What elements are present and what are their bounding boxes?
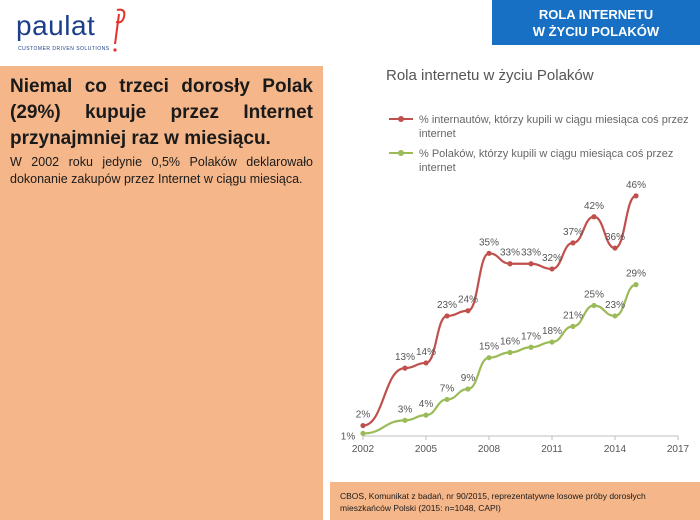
data-label: 16% xyxy=(500,336,520,347)
source-line2: mieszkańców Polski (2015: n=1048, CAPI) xyxy=(340,503,501,513)
data-point xyxy=(549,266,555,272)
data-point xyxy=(486,355,492,361)
x-tick-label: 2017 xyxy=(667,444,690,455)
data-point xyxy=(444,396,450,403)
data-label: 24% xyxy=(458,295,478,306)
line-chart: Rola internetu w życiu Polaków % interna… xyxy=(341,67,690,455)
data-point xyxy=(528,261,534,267)
data-label: 7% xyxy=(440,383,455,394)
data-point xyxy=(570,240,576,246)
data-label: 18% xyxy=(542,326,562,337)
data-label: 25% xyxy=(584,290,604,301)
data-label: 46% xyxy=(626,180,646,191)
data-point xyxy=(549,339,555,345)
data-label: 23% xyxy=(437,300,457,311)
data-point xyxy=(507,349,513,356)
data-point xyxy=(612,313,618,319)
data-point xyxy=(444,313,450,319)
data-point xyxy=(423,360,429,366)
section-title-line1: ROLA INTERNETU xyxy=(538,6,654,22)
data-label: 29% xyxy=(626,269,646,280)
series-line-0 xyxy=(362,194,637,427)
data-point xyxy=(633,193,639,199)
data-label: 36% xyxy=(605,232,625,243)
legend-label-internet-users-2: internet xyxy=(419,128,456,140)
data-label: 33% xyxy=(500,248,520,259)
data-point xyxy=(591,302,597,309)
source-line1: CBOS, Komunikat z badań, nr 90/2015, rep… xyxy=(340,491,646,501)
x-tick-label: 2008 xyxy=(478,444,501,455)
data-point xyxy=(570,323,576,329)
data-label: 35% xyxy=(479,237,499,248)
data-point xyxy=(528,344,534,350)
data-label: 2% xyxy=(356,410,371,421)
section-banner: ROLA INTERNETU W ŻYCIU POLAKÓW xyxy=(492,0,700,45)
data-point xyxy=(402,417,408,423)
brand-logo: paulat CUSTOMER DRIVEN SOLUTIONS xyxy=(16,8,136,58)
data-label: 17% xyxy=(521,331,541,342)
data-point xyxy=(591,214,597,220)
data-label: 21% xyxy=(563,310,583,321)
data-label: 3% xyxy=(398,404,413,415)
legend-label-all-poles-1: % Polaków, którzy kupili w ciągu miesiąc… xyxy=(419,148,673,160)
section-title-line2: W ŻYCIU POLAKÓW xyxy=(532,23,660,39)
data-label: 4% xyxy=(419,399,434,410)
x-tick-label: 2011 xyxy=(541,444,563,455)
headline: Niemal co trzeci dorosły Polak (29%) kup… xyxy=(10,76,313,149)
chart-title: Rola internetu w życiu Polaków xyxy=(386,67,594,84)
data-point xyxy=(465,386,471,392)
data-label: 37% xyxy=(563,227,583,238)
data-label: 23% xyxy=(605,300,625,311)
data-label: 42% xyxy=(584,201,604,212)
data-point xyxy=(633,282,639,288)
logo-mark-icon xyxy=(113,8,126,52)
data-label: 14% xyxy=(416,347,436,358)
data-label: 32% xyxy=(542,253,562,264)
data-point xyxy=(360,422,366,429)
data-label: 1% xyxy=(341,431,356,442)
data-label: 15% xyxy=(479,342,499,353)
summary-panel: Niemal co trzeci dorosły Polak (29%) kup… xyxy=(0,66,323,520)
legend-label-all-poles-2: internet xyxy=(419,162,456,174)
x-tick-label: 2002 xyxy=(352,444,375,455)
legend-marker-internet-users xyxy=(398,116,404,122)
x-tick-label: 2005 xyxy=(415,444,438,455)
data-point xyxy=(465,308,471,314)
legend-label-internet-users-1: % internautów, którzy kupili w ciągu mie… xyxy=(419,114,689,126)
data-label: 33% xyxy=(521,248,541,259)
legend-marker-all-poles xyxy=(398,150,404,156)
data-label: 9% xyxy=(461,373,476,384)
x-tick-label: 2014 xyxy=(604,444,627,455)
source-note: CBOS, Komunikat z badań, nr 90/2015, rep… xyxy=(330,482,700,520)
data-point xyxy=(507,261,513,267)
data-point xyxy=(612,245,618,251)
brand-tagline: CUSTOMER DRIVEN SOLUTIONS xyxy=(18,46,110,52)
data-label: 13% xyxy=(395,352,415,363)
subtext: W 2002 roku jedynie 0,5% Polaków deklaro… xyxy=(10,155,313,186)
data-point xyxy=(486,250,492,256)
data-point xyxy=(360,430,366,436)
data-point xyxy=(423,412,429,418)
brand-name: paulat xyxy=(16,10,96,41)
data-point xyxy=(402,365,408,371)
